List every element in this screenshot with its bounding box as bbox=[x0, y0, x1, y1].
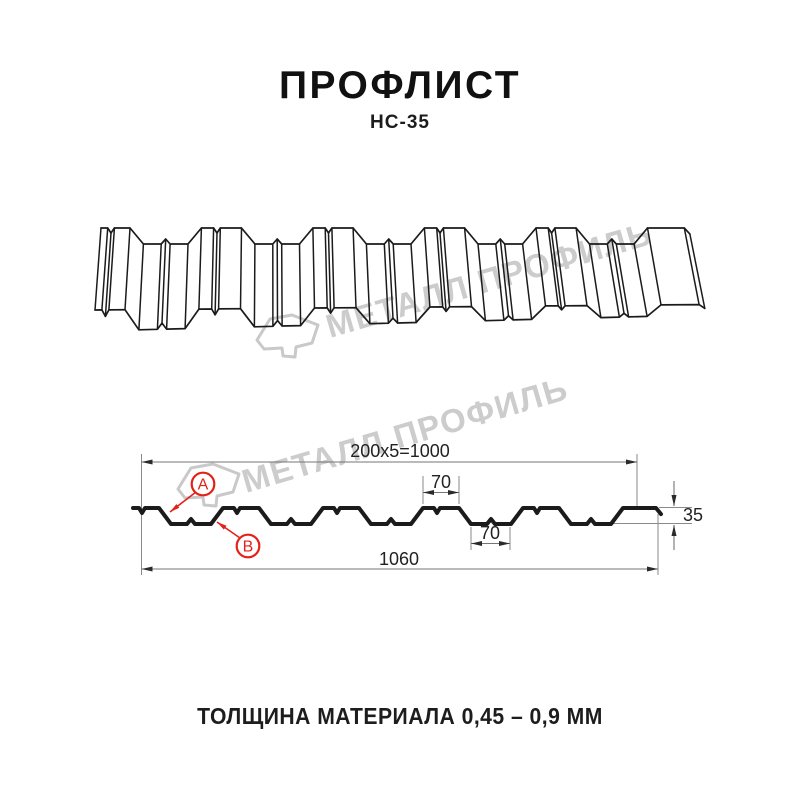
profile-cross-section bbox=[131, 506, 663, 526]
callout-b-label: B bbox=[243, 539, 254, 556]
watermark-text-upper: МЕТАЛЛ ПРОФИЛЬ bbox=[322, 214, 657, 344]
dim-valley-width-label: 70 bbox=[480, 523, 500, 543]
metalprofil-logo-icon bbox=[255, 313, 320, 359]
dim-top-width-label: 200x5=1000 bbox=[350, 441, 450, 461]
dim-total-width-label: 1060 bbox=[379, 549, 419, 569]
dimension-lines: 200x5=1000 70 70 35 1060 bbox=[141, 441, 703, 575]
callout-b: B bbox=[216, 521, 261, 559]
watermark-lower: МЕТАЛЛ ПРОФИЛЬ bbox=[176, 369, 573, 508]
product-code: НС-35 bbox=[370, 112, 430, 133]
watermark-text-lower: МЕТАЛЛ ПРОФИЛЬ bbox=[238, 369, 573, 499]
profile-sheet-3d-view bbox=[94, 227, 706, 331]
metalprofil-logo-icon bbox=[176, 462, 241, 508]
callout-a: A bbox=[169, 471, 216, 513]
dim-height-label: 35 bbox=[683, 505, 703, 525]
page-title: ПРОФЛИСТ bbox=[278, 64, 522, 107]
dim-crest-width-label: 70 bbox=[431, 472, 451, 492]
thickness-note: ТОЛЩИНА МАТЕРИАЛА 0,45 – 0,9 ММ bbox=[197, 703, 603, 729]
callout-a-label: A bbox=[198, 477, 209, 494]
